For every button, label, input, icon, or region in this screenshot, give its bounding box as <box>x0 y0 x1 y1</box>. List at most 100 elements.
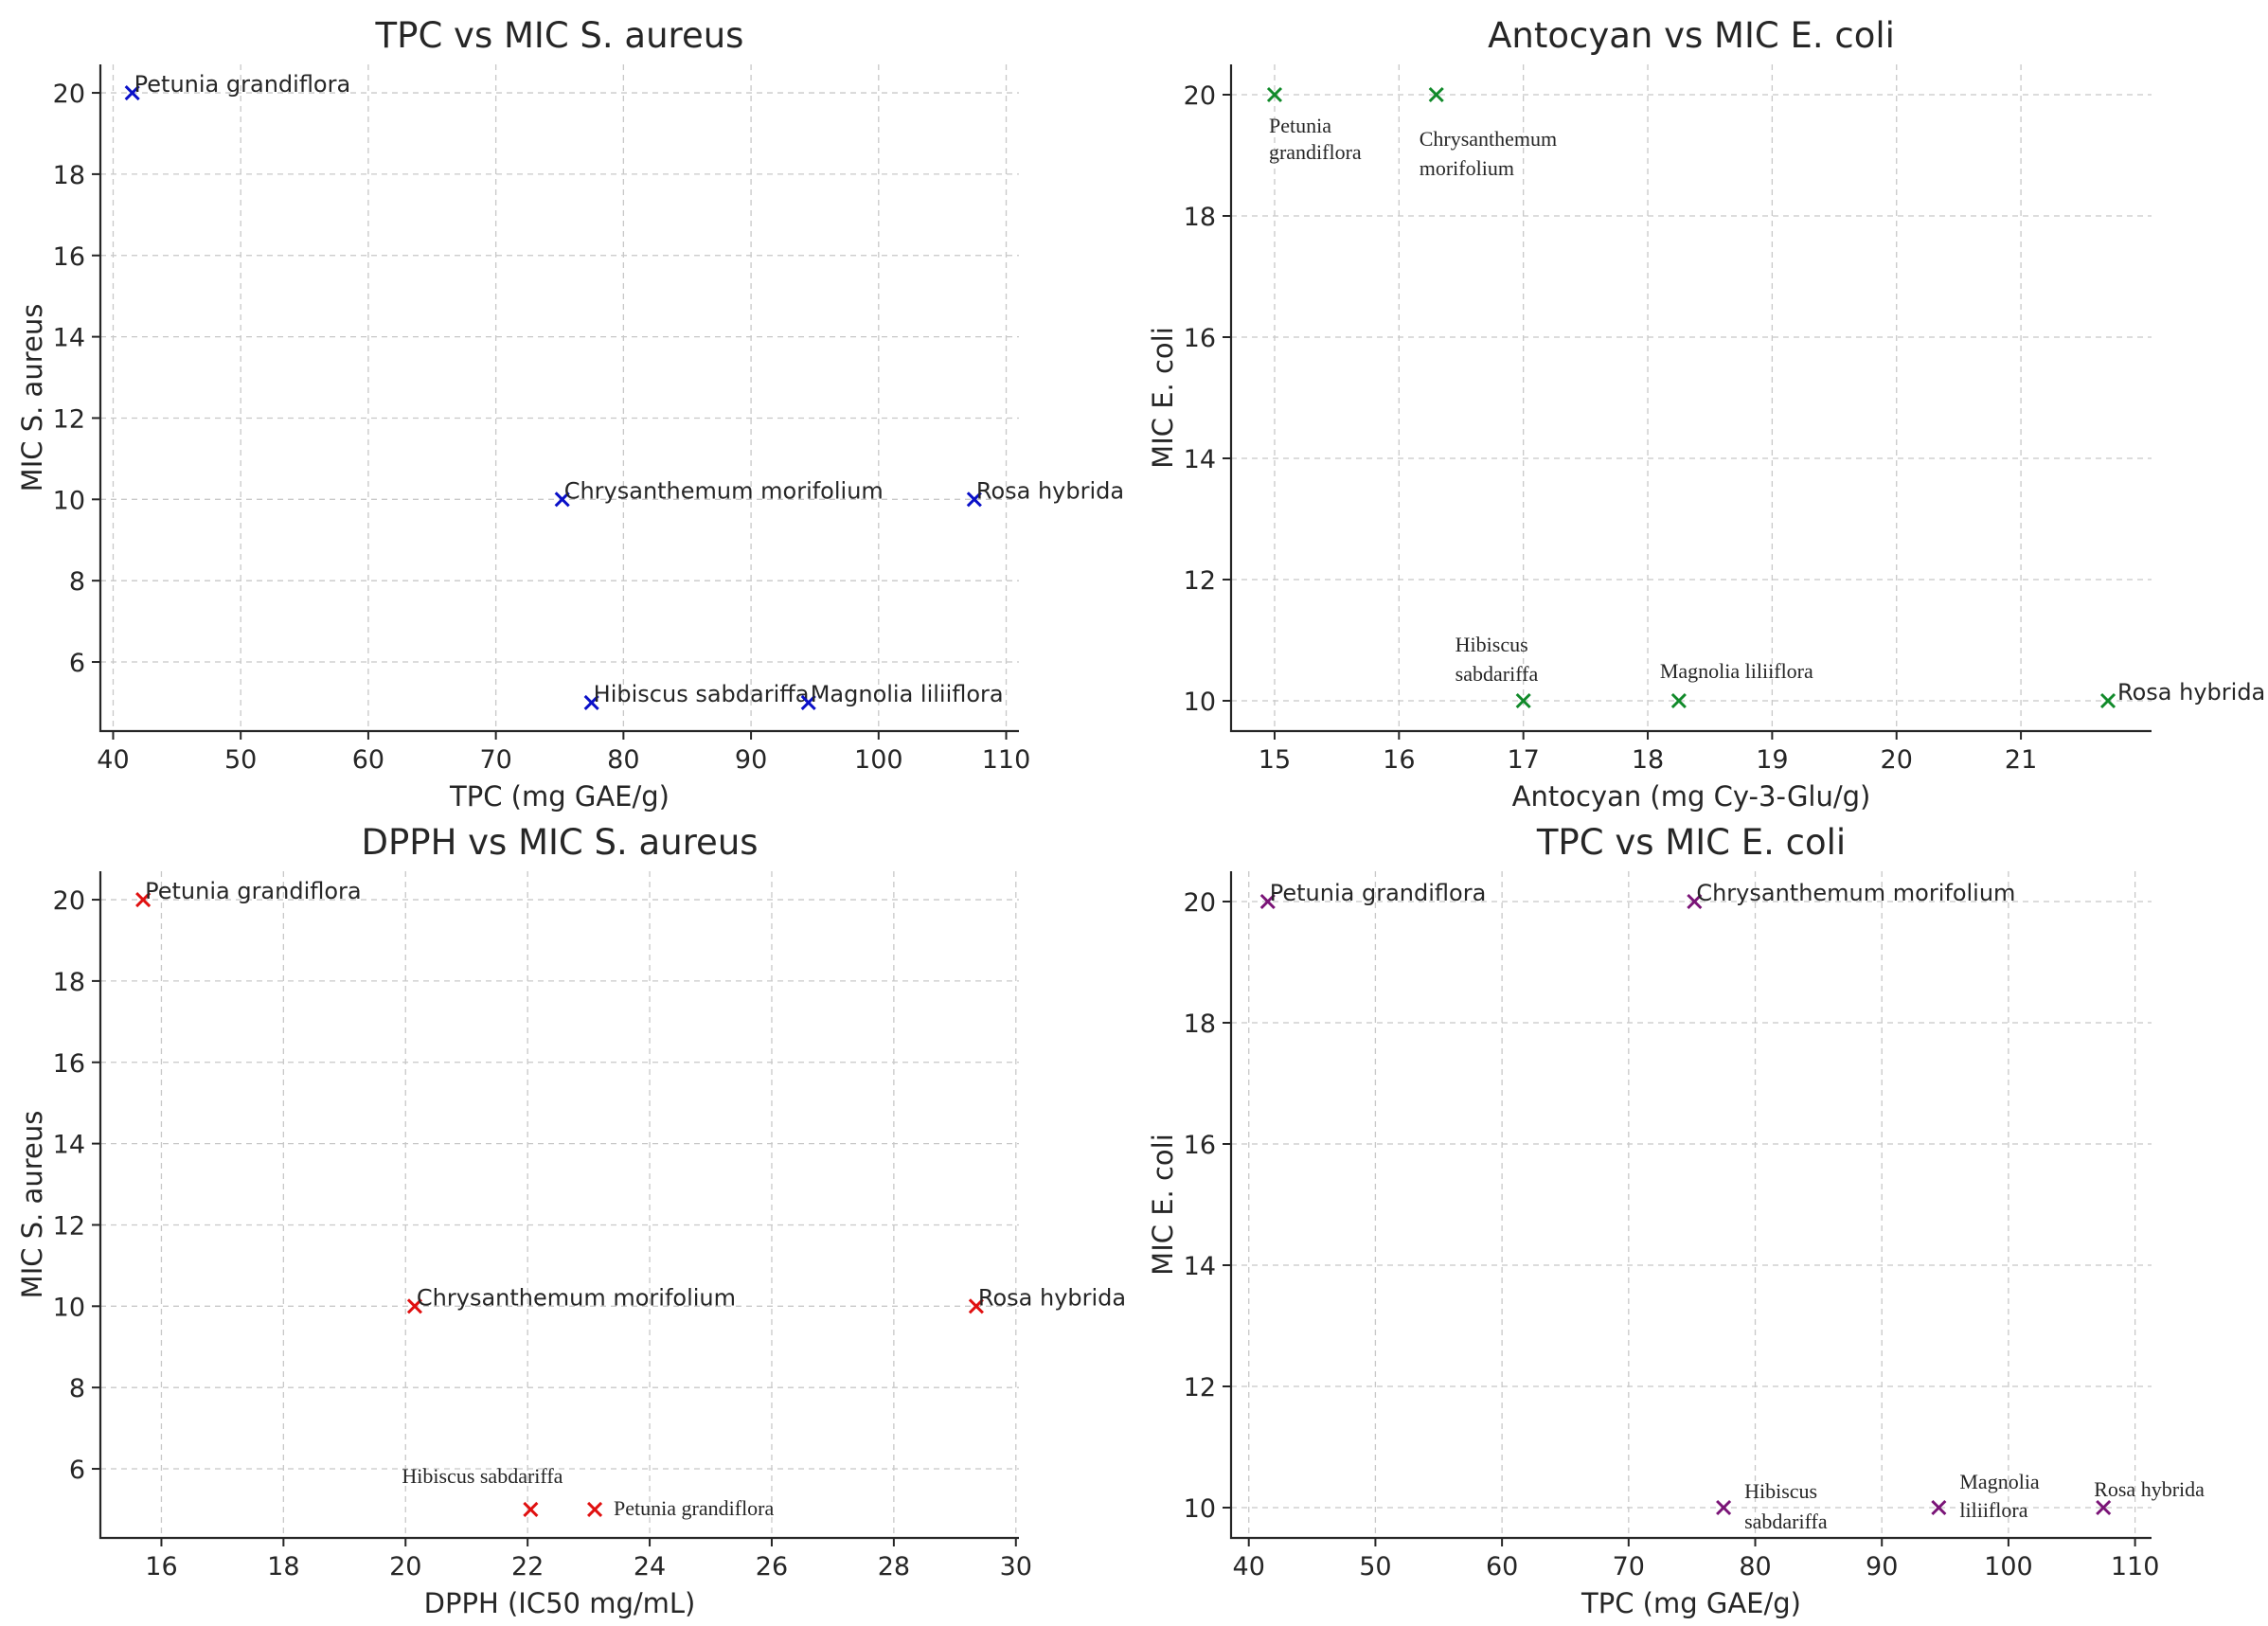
x-tick-label: 60 <box>1486 1552 1518 1581</box>
data-point-rosa-hybrida <box>2099 692 2116 709</box>
x-tick-label: 100 <box>854 745 903 775</box>
point-label: Chrysanthemum morifolium <box>417 1284 736 1311</box>
axis-spines <box>98 871 1019 1540</box>
point-label-line: morifolium <box>1420 156 1514 180</box>
y-tick-label: 14 <box>1184 1252 1216 1281</box>
x-tick-label: 20 <box>1881 745 1913 775</box>
x-axis-label: TPC (mg GAE/g) <box>1580 1587 1801 1619</box>
chart-title: TPC vs MIC E. coli <box>1536 822 1846 863</box>
x-tick-label: 24 <box>634 1552 666 1581</box>
x-tick-label: 110 <box>2111 1552 2160 1581</box>
point-label-line: sabdariffa <box>1744 1510 1828 1533</box>
point-label: Magnolia liliiflora <box>1959 1470 2040 1522</box>
y-tick-label: 16 <box>1184 1131 1216 1160</box>
point-label: Hibiscus sabdariffa <box>1744 1479 1828 1533</box>
x-tick-label: 100 <box>1984 1552 2033 1581</box>
x-tick-label: 18 <box>267 1552 299 1581</box>
data-point-hibiscus-sabdariffa <box>1515 692 1531 709</box>
point-label-line: sabdariffa <box>1455 662 1539 686</box>
x-tick-label: 28 <box>878 1552 910 1581</box>
y-tick-label: 12 <box>53 1211 85 1241</box>
chart-title: Antocyan vs MIC E. coli <box>1488 15 1895 56</box>
y-tick-label: 8 <box>69 567 85 597</box>
y-tick-label: 14 <box>1184 445 1216 474</box>
point-label: Petunia grandiflora <box>614 1496 774 1520</box>
point-label: Hibiscus sabdariffa <box>594 681 810 707</box>
y-tick-label: 20 <box>1184 81 1216 111</box>
axis-spines <box>1229 64 2152 733</box>
data-point-rosa-hybrida <box>968 1298 984 1314</box>
point-label: Rosa hybrida <box>2094 1477 2205 1501</box>
y-tick-label: 12 <box>1184 566 1216 596</box>
y-tick-label: 16 <box>53 242 85 272</box>
x-tick-label: 60 <box>352 745 384 775</box>
x-tick-label: 50 <box>1359 1552 1391 1581</box>
point-label: Petunia grandiflora <box>1269 114 1362 164</box>
data-point-petunia-grandiflora <box>124 84 140 101</box>
data-point-rosa-hybrida <box>2096 1499 2112 1516</box>
point-label: Rosa hybrida <box>976 477 1124 504</box>
x-tick-label: 70 <box>479 745 511 775</box>
y-tick-label: 10 <box>1184 1494 1216 1524</box>
panel-tpc-vs-mic-e-coli: 40 50 60 70 80 90 100 110 10 12 14 16 18 20 TPC vs MIC… <box>1147 822 2205 1619</box>
data-point-hibiscus-sabdariffa <box>583 694 599 711</box>
axis-spines <box>98 64 1019 733</box>
panel-tpc-vs-mic-s-aureus: 40 50 60 70 80 90 100 110 6 8 10 12 14 16 18 20 TPC vs M… <box>16 15 1124 813</box>
y-tick-label: 6 <box>69 649 85 678</box>
point-label-line: liliiflora <box>1959 1498 2027 1522</box>
panel-antocyan-vs-mic-e-coli: 15 16 17 18 19 20 21 10 12 14 16 18 20 Antocyan vs MI… <box>1147 15 2265 813</box>
x-tick-label: 40 <box>1233 1552 1265 1581</box>
point-label: Rosa hybrida <box>2117 679 2265 706</box>
data-point-hibiscus-sabdariffa <box>1716 1499 1732 1516</box>
point-label: Rosa hybrida <box>978 1284 1126 1311</box>
point-label: Hibiscus sabdariffa <box>402 1464 563 1488</box>
x-tick-label: 80 <box>607 745 639 775</box>
panel-dpph-vs-mic-s-aureus: 16 18 20 22 24 26 28 30 6 8 10 12 14 16 18 20 DPPH vs MI… <box>16 822 1126 1619</box>
data-point-petunia-grandiflora <box>1259 893 1276 910</box>
point-label: Petunia grandiflora <box>1270 880 1487 906</box>
point-label-line: grandiflora <box>1269 140 1362 164</box>
data-point-magnolia-liliiflora <box>1931 1499 1947 1516</box>
data-point-rosa-hybrida <box>966 491 982 508</box>
point-label-line: Hibiscus <box>1455 633 1528 656</box>
x-tick-label: 90 <box>735 745 767 775</box>
point-label: Magnolia liliiflora <box>1660 659 1813 683</box>
point-label: Chrysanthemum morifolium <box>1696 880 2015 906</box>
y-tick-label: 14 <box>53 1131 85 1160</box>
y-tick-label: 20 <box>53 80 85 109</box>
y-tick-label: 12 <box>53 404 85 434</box>
x-tick-label: 22 <box>511 1552 544 1581</box>
data-point-chrysanthemum-morifolium <box>1687 893 1703 910</box>
x-tick-label: 30 <box>1000 1552 1032 1581</box>
chart-title: TPC vs MIC S. aureus <box>375 15 744 56</box>
y-axis-label: MIC E. coli <box>1147 1134 1179 1276</box>
data-point-petunia-grandiflora <box>135 891 152 908</box>
y-tick-label: 6 <box>69 1456 85 1485</box>
x-tick-label: 110 <box>982 745 1031 775</box>
y-tick-label: 10 <box>53 486 85 515</box>
y-tick-label: 20 <box>1184 888 1216 918</box>
data-point-hibiscus-sabdariffa <box>523 1501 539 1518</box>
data-point-petunia-grandiflora <box>586 1501 603 1518</box>
y-tick-label: 10 <box>1184 688 1216 717</box>
y-tick-label: 16 <box>1184 324 1216 353</box>
x-tick-label: 70 <box>1613 1552 1645 1581</box>
axis-spines <box>1229 871 2152 1540</box>
x-axis-label: Antocyan (mg Cy-3-Glu/g) <box>1512 780 1871 813</box>
point-label: Magnolia liliiflora <box>811 681 1004 707</box>
x-tick-label: 90 <box>1866 1552 1898 1581</box>
x-tick-label: 19 <box>1756 745 1788 775</box>
y-tick-label: 18 <box>53 968 85 997</box>
y-tick-label: 12 <box>1184 1373 1216 1403</box>
y-tick-label: 18 <box>1184 1010 1216 1039</box>
data-point-chrysanthemum-morifolium <box>406 1298 422 1314</box>
point-label-line: Magnolia <box>1959 1470 2040 1493</box>
data-point-petunia-grandiflora <box>1266 86 1283 103</box>
x-tick-label: 15 <box>1259 745 1291 775</box>
data-point-magnolia-liliiflora <box>800 694 816 711</box>
chart-title: DPPH vs MIC S. aureus <box>361 822 758 863</box>
x-tick-label: 16 <box>1383 745 1415 775</box>
point-label: Chrysanthemum morifolium <box>564 477 884 504</box>
y-tick-label: 8 <box>69 1374 85 1403</box>
data-point-magnolia-liliiflora <box>1670 692 1687 709</box>
